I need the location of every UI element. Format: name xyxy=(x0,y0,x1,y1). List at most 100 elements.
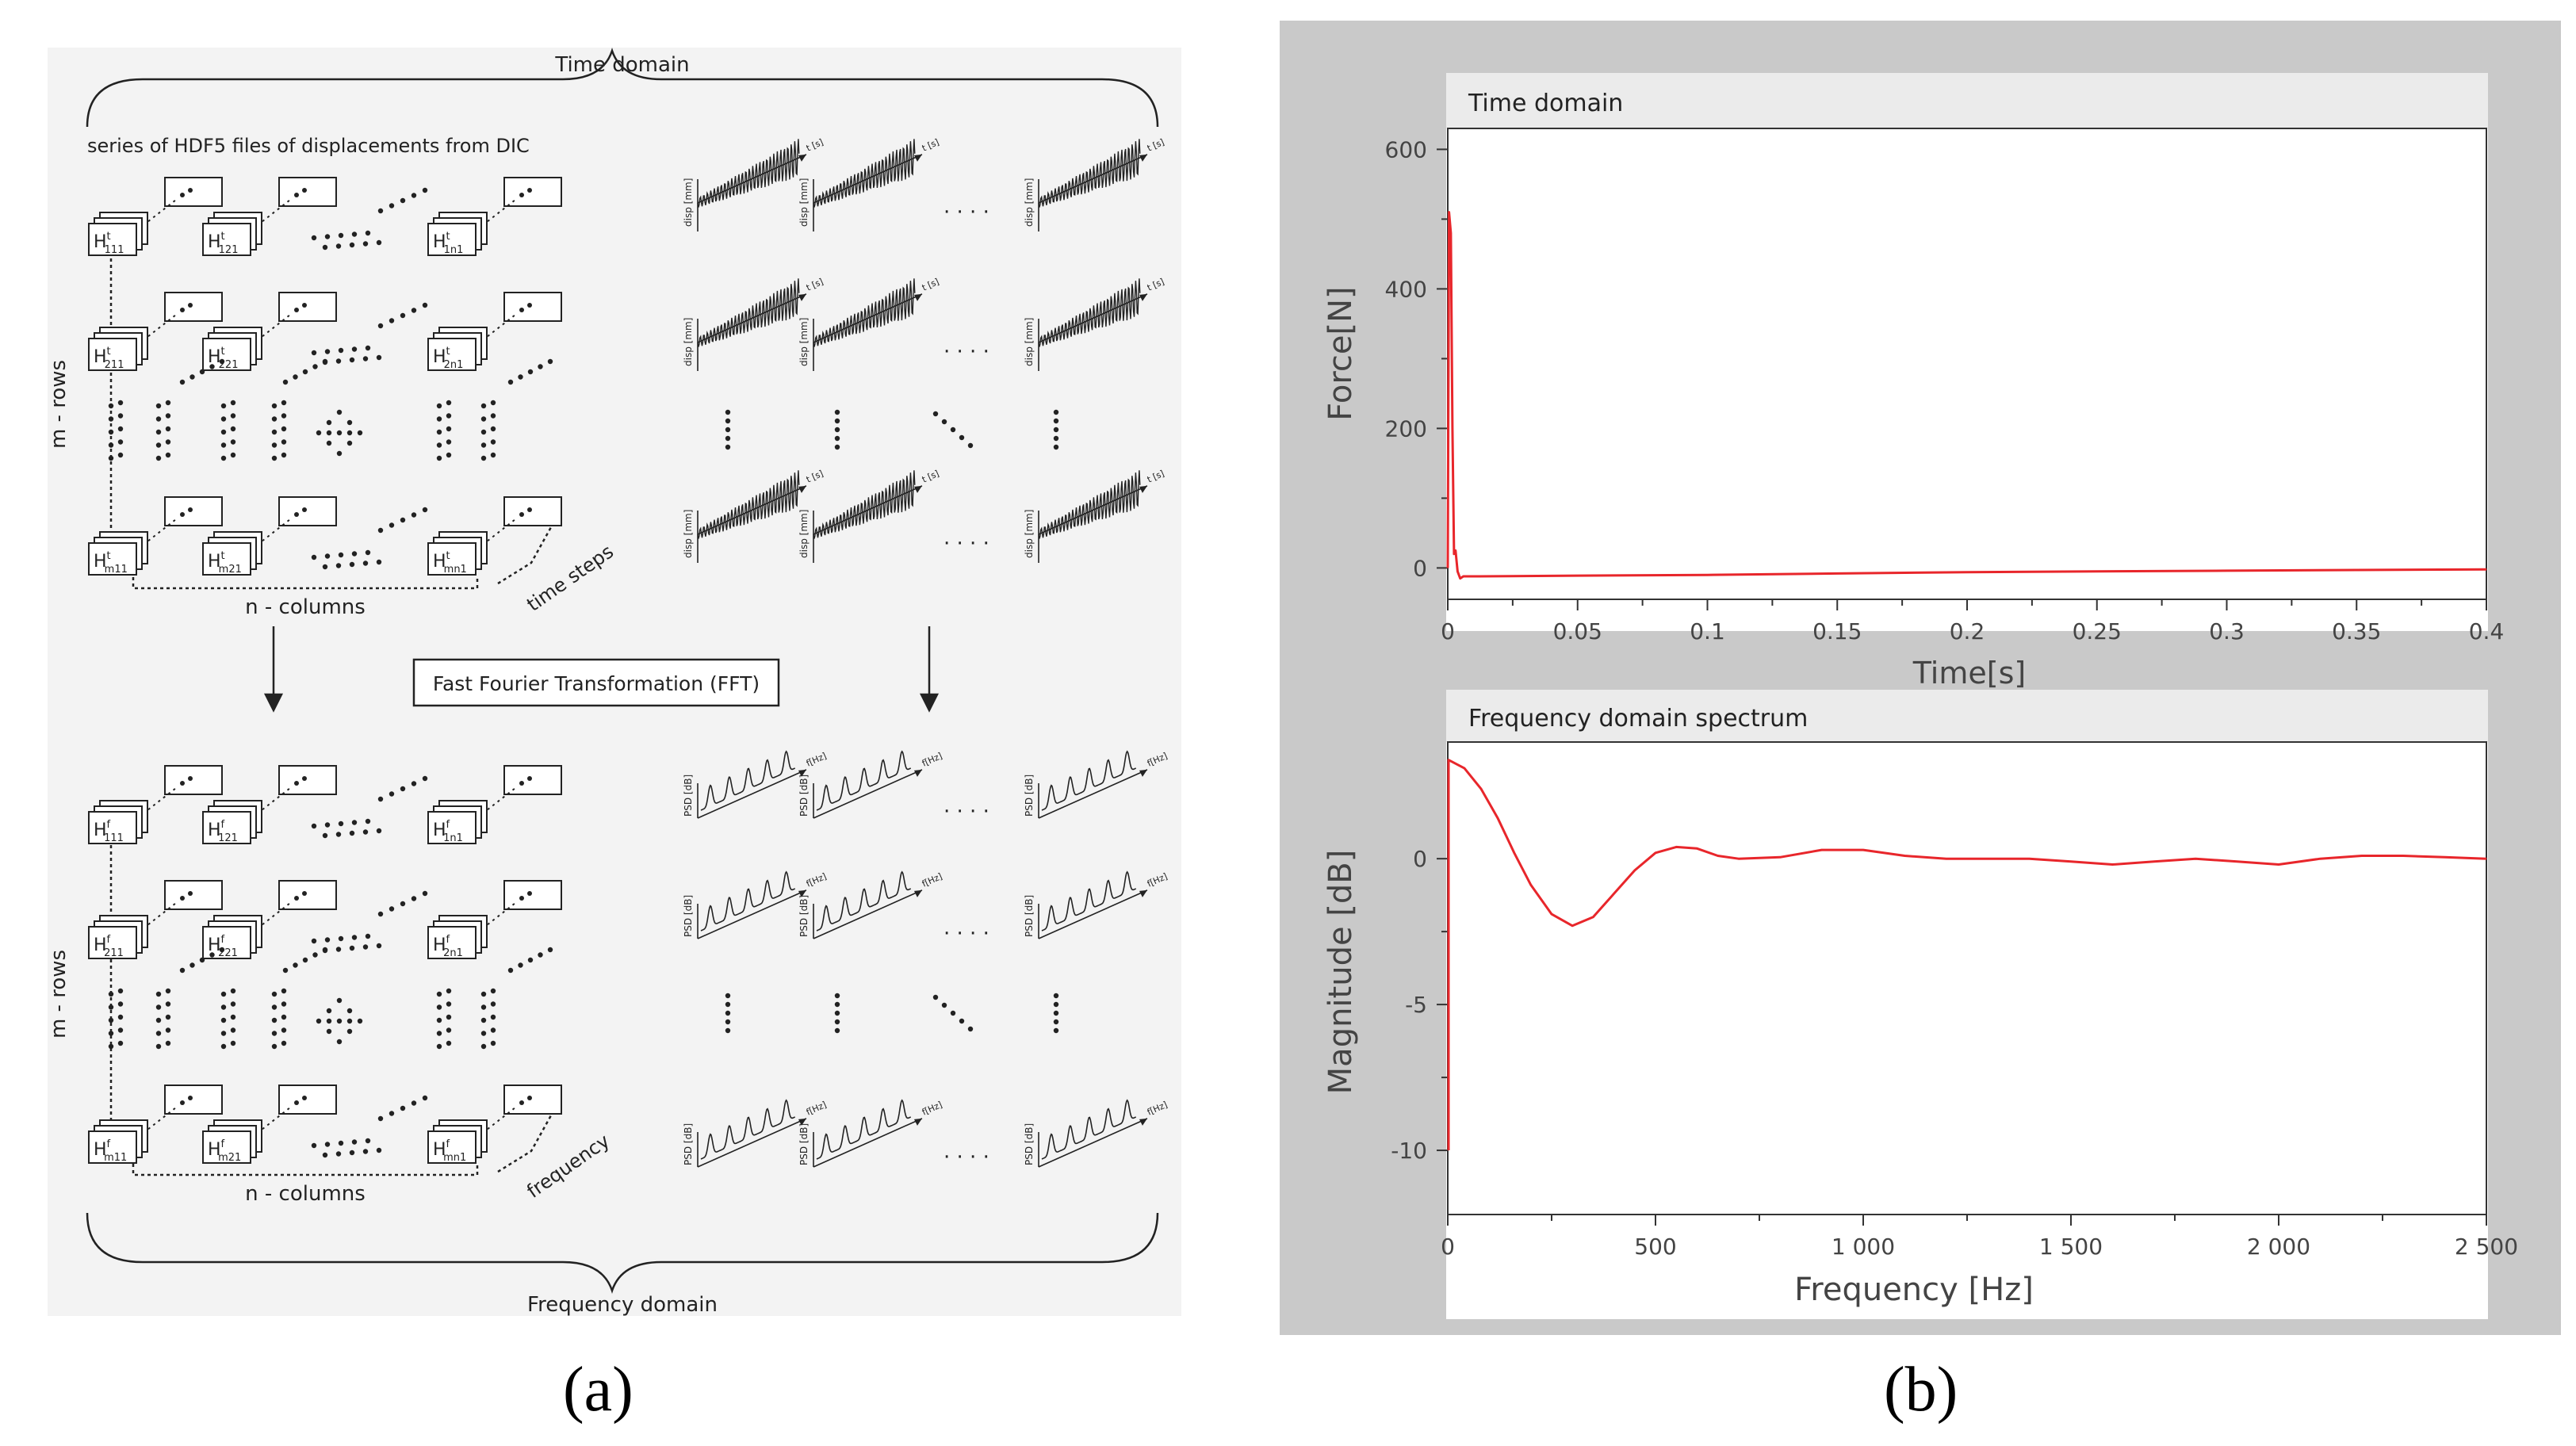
vertical-ellipsis-dot xyxy=(230,426,236,432)
freq-series-line xyxy=(1447,758,2487,928)
mini-axis-arrowhead xyxy=(1139,889,1147,897)
vertical-ellipsis-dot xyxy=(436,1031,442,1036)
ellipsis-dot xyxy=(422,890,428,897)
file-stack-sheet xyxy=(88,338,137,371)
mini-axis-arrowhead xyxy=(798,293,806,301)
ellipsis-dot xyxy=(338,232,344,239)
file-label: Ht mn1 xyxy=(433,550,467,576)
file-stack-dot xyxy=(527,303,532,308)
vertical-ellipsis-dot xyxy=(480,1031,487,1036)
vertical-ellipsis-dot xyxy=(834,993,840,999)
vertical-ellipsis-dot xyxy=(271,416,278,422)
file-label-sub: 211 xyxy=(105,359,124,371)
vertical-ellipsis-dot xyxy=(117,1001,124,1007)
hdf5-file-stack: Ht 1n1 xyxy=(427,177,562,256)
ellipsis-dot xyxy=(365,1138,371,1144)
hdf5-file-stack: Hf 211 xyxy=(88,880,223,959)
file-label-sub: m21 xyxy=(219,564,242,576)
diagonal-ellipsis-dot xyxy=(209,952,215,958)
file-stack-depth-line xyxy=(247,1107,291,1142)
mini-psd-curve xyxy=(700,750,796,811)
ellipsis-dot xyxy=(411,781,417,786)
vertical-ellipsis-dot xyxy=(446,1027,452,1033)
vertical-ellipsis-dot xyxy=(480,403,487,409)
freq-xtick-label: 0 xyxy=(1441,1234,1455,1260)
frequency-domain-brace xyxy=(86,1212,1159,1294)
vertical-ellipsis-dot xyxy=(165,1014,171,1020)
vertical-ellipsis-dot xyxy=(281,426,287,432)
vertical-ellipsis-dot xyxy=(165,988,171,994)
file-stack-dot xyxy=(519,512,524,517)
ellipsis-dot xyxy=(411,193,417,198)
mini-axis-arrowhead xyxy=(1139,485,1147,493)
freq-data-point xyxy=(1904,855,1905,856)
vertical-ellipsis-dot xyxy=(725,1027,731,1034)
vertical-ellipsis-dot xyxy=(480,429,487,435)
mini-f-axis xyxy=(1038,889,1148,939)
file-label-sub: 211 xyxy=(104,947,124,959)
time-ytick-label: 400 xyxy=(1385,276,1427,302)
vertical-ellipsis-dot xyxy=(108,1043,114,1050)
file-label-prefix: H xyxy=(433,552,446,572)
vertical-ellipsis-dot xyxy=(436,403,442,409)
vertical-ellipsis-dot xyxy=(490,988,496,994)
time-xtick-label: 0.2 xyxy=(1950,618,1985,645)
file-label-sub: mn1 xyxy=(443,1152,466,1164)
diagonal-ellipsis-dot xyxy=(507,379,514,385)
vertical-ellipsis-dot xyxy=(436,991,442,997)
vertical-ellipsis-dot xyxy=(271,1031,278,1036)
vertical-ellipsis-dot xyxy=(155,1031,162,1036)
mini-disp-axis-label: disp [mm] xyxy=(798,510,810,558)
mini-displacement-curve xyxy=(813,278,916,347)
file-stack-sheet xyxy=(202,542,251,576)
time-data-point xyxy=(1453,553,1455,555)
diagonal-ellipsis-dot xyxy=(302,369,308,375)
mini-psd-curve xyxy=(816,1099,912,1160)
fft-label: Fast Fourier Transformation (FFT) xyxy=(433,672,760,695)
mini-psd-curve xyxy=(1041,870,1137,931)
file-label-sup: t xyxy=(107,550,111,562)
file-stack-dot xyxy=(302,303,307,308)
ellipsis-dot xyxy=(324,822,331,828)
hdf5-file-stack: Hf 121 xyxy=(202,765,337,844)
file-label: Ht m11 xyxy=(94,550,128,576)
file-stack-dot xyxy=(294,1100,299,1105)
diagonal-ellipsis-dot xyxy=(967,442,974,449)
ellipsis-dot xyxy=(349,1150,355,1156)
time-data-point xyxy=(2096,571,2098,572)
time-xtick-label: 0.1 xyxy=(1690,618,1725,645)
mini-t-axis-label: t [s] xyxy=(805,469,825,485)
file-stack-back-frame xyxy=(164,177,223,207)
mini-displacement-plot: disp [mm] t [s] xyxy=(1024,137,1166,231)
ellipsis-dot xyxy=(376,1147,382,1153)
freq-data-point xyxy=(1592,916,1594,918)
diagonal-ellipsis-dot xyxy=(209,364,215,369)
ellipsis-dot xyxy=(400,517,406,523)
ellipsis-dot xyxy=(389,203,395,208)
diamond-ellipsis-dot xyxy=(316,1018,322,1024)
file-stack-depth-line xyxy=(472,199,516,234)
freq-data-point xyxy=(2444,856,2446,858)
vertical-ellipsis-dot xyxy=(490,1001,496,1007)
file-stack-dot xyxy=(188,303,193,308)
vertical-ellipsis-dot xyxy=(446,988,452,994)
diagonal-ellipsis-dot xyxy=(282,379,289,385)
mini-displacement-curve xyxy=(697,278,800,347)
mini-psd-plot: PSD [dB] f[Hz] xyxy=(798,1099,944,1168)
vertical-ellipsis-dot xyxy=(155,1043,162,1050)
mini-psd-plot: PSD [dB] f[Hz] xyxy=(683,870,828,939)
vertical-ellipsis-dot xyxy=(446,439,452,445)
mini-axis-arrowhead xyxy=(913,293,922,301)
vertical-ellipsis-dot xyxy=(480,1004,487,1010)
mini-f-axis xyxy=(813,769,923,819)
ellipsis-dot xyxy=(338,1140,344,1146)
vertical-ellipsis-dot xyxy=(834,1019,840,1025)
vertical-ellipsis-dot xyxy=(155,403,162,409)
time-data-point xyxy=(1452,427,1453,429)
vertical-ellipsis-dot xyxy=(834,1001,840,1008)
file-label-sub: 2n1 xyxy=(444,359,464,371)
vertical-ellipsis-dot xyxy=(108,416,114,422)
ellipsis-dot xyxy=(349,945,355,951)
mini-axis-arrowhead xyxy=(798,769,806,777)
file-label: Hf 121 xyxy=(208,819,238,844)
